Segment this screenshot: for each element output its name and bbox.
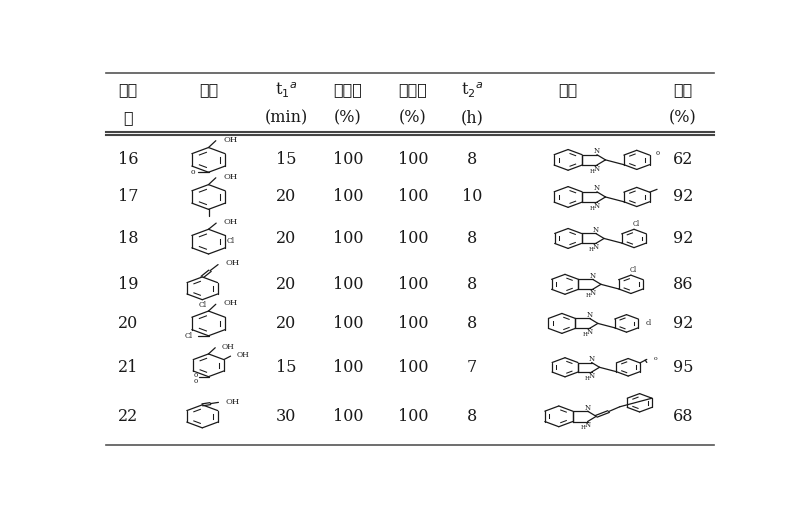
Text: (%): (%): [669, 109, 697, 126]
Text: 16: 16: [118, 151, 138, 168]
Text: N: N: [593, 243, 599, 251]
Text: OH: OH: [226, 260, 240, 267]
Text: 8: 8: [467, 276, 477, 293]
Text: H: H: [590, 169, 594, 174]
Text: Cl: Cl: [632, 221, 639, 228]
Text: OH: OH: [222, 342, 234, 351]
Text: 100: 100: [333, 151, 363, 168]
Text: N: N: [586, 328, 593, 336]
Text: 100: 100: [333, 276, 363, 293]
Text: N: N: [590, 289, 596, 297]
Text: 100: 100: [398, 189, 428, 206]
Text: H: H: [580, 425, 585, 430]
Text: OH: OH: [237, 351, 250, 359]
Text: o: o: [654, 356, 658, 361]
Text: N: N: [585, 404, 590, 412]
Text: 例: 例: [123, 110, 133, 125]
Text: H: H: [584, 376, 589, 381]
Text: Cl: Cl: [199, 301, 207, 309]
Text: 转化率: 转化率: [334, 82, 362, 97]
Text: 30: 30: [276, 408, 296, 425]
Text: 92: 92: [673, 230, 693, 247]
Text: (min): (min): [264, 109, 308, 126]
Text: 18: 18: [118, 230, 138, 247]
Text: 100: 100: [333, 315, 363, 332]
Text: H: H: [582, 332, 587, 337]
Text: 100: 100: [398, 276, 428, 293]
Text: 8: 8: [467, 408, 477, 425]
Text: OH: OH: [223, 172, 238, 181]
Text: N: N: [586, 311, 593, 319]
Text: o: o: [190, 168, 195, 176]
Text: 选择性: 选择性: [398, 82, 427, 97]
Text: Cl: Cl: [185, 332, 193, 340]
Text: 8: 8: [467, 315, 477, 332]
Text: 68: 68: [673, 408, 693, 425]
Text: H: H: [588, 247, 594, 252]
Text: o: o: [193, 377, 198, 385]
Text: 100: 100: [398, 151, 428, 168]
Text: 15: 15: [276, 151, 296, 168]
Text: N: N: [594, 147, 600, 155]
Text: 22: 22: [118, 408, 138, 425]
Text: 95: 95: [673, 359, 693, 376]
Text: cl: cl: [646, 320, 652, 327]
Text: 收率: 收率: [673, 82, 693, 97]
Text: Cl: Cl: [629, 266, 636, 275]
Text: N: N: [594, 184, 600, 192]
Text: 100: 100: [333, 230, 363, 247]
Text: 17: 17: [118, 189, 138, 206]
Text: 100: 100: [333, 359, 363, 376]
Text: 20: 20: [276, 315, 296, 332]
Text: (%): (%): [399, 109, 427, 126]
Text: H: H: [590, 206, 594, 211]
Text: 8: 8: [467, 151, 477, 168]
Text: o: o: [656, 149, 660, 157]
Text: 92: 92: [673, 315, 693, 332]
Text: OH: OH: [223, 299, 238, 307]
Text: OH: OH: [226, 398, 240, 406]
Text: N: N: [594, 202, 600, 210]
Text: o: o: [193, 371, 198, 380]
Text: N: N: [594, 165, 600, 172]
Text: 62: 62: [673, 151, 693, 168]
Text: 伯醇: 伯醇: [199, 82, 218, 97]
Text: t$_2$$^a$: t$_2$$^a$: [461, 80, 483, 100]
Text: N: N: [590, 272, 596, 280]
Text: 7: 7: [467, 359, 477, 376]
Text: OH: OH: [223, 136, 238, 143]
Text: 100: 100: [398, 230, 428, 247]
Text: 100: 100: [398, 408, 428, 425]
Text: 92: 92: [673, 189, 693, 206]
Text: 100: 100: [333, 408, 363, 425]
Text: 10: 10: [462, 189, 482, 206]
Text: N: N: [589, 371, 594, 380]
Text: 15: 15: [276, 359, 296, 376]
Text: 20: 20: [276, 189, 296, 206]
Text: 19: 19: [118, 276, 138, 293]
Text: 产物: 产物: [558, 82, 578, 97]
Text: N: N: [593, 226, 599, 234]
Text: (%): (%): [334, 109, 362, 126]
Text: N: N: [585, 421, 590, 429]
Text: t$_1$$^a$: t$_1$$^a$: [275, 80, 297, 100]
Text: 20: 20: [118, 315, 138, 332]
Text: (h): (h): [461, 109, 483, 126]
Text: 100: 100: [333, 189, 363, 206]
Text: N: N: [589, 355, 594, 363]
Text: 86: 86: [673, 276, 693, 293]
Text: 100: 100: [398, 315, 428, 332]
Text: H: H: [586, 293, 590, 298]
Text: 8: 8: [467, 230, 477, 247]
Text: OH: OH: [224, 218, 238, 226]
Text: 20: 20: [276, 276, 296, 293]
Text: 实施: 实施: [118, 82, 138, 97]
Text: Cl: Cl: [227, 237, 235, 244]
Text: 21: 21: [118, 359, 138, 376]
Text: 20: 20: [276, 230, 296, 247]
Text: 100: 100: [398, 359, 428, 376]
